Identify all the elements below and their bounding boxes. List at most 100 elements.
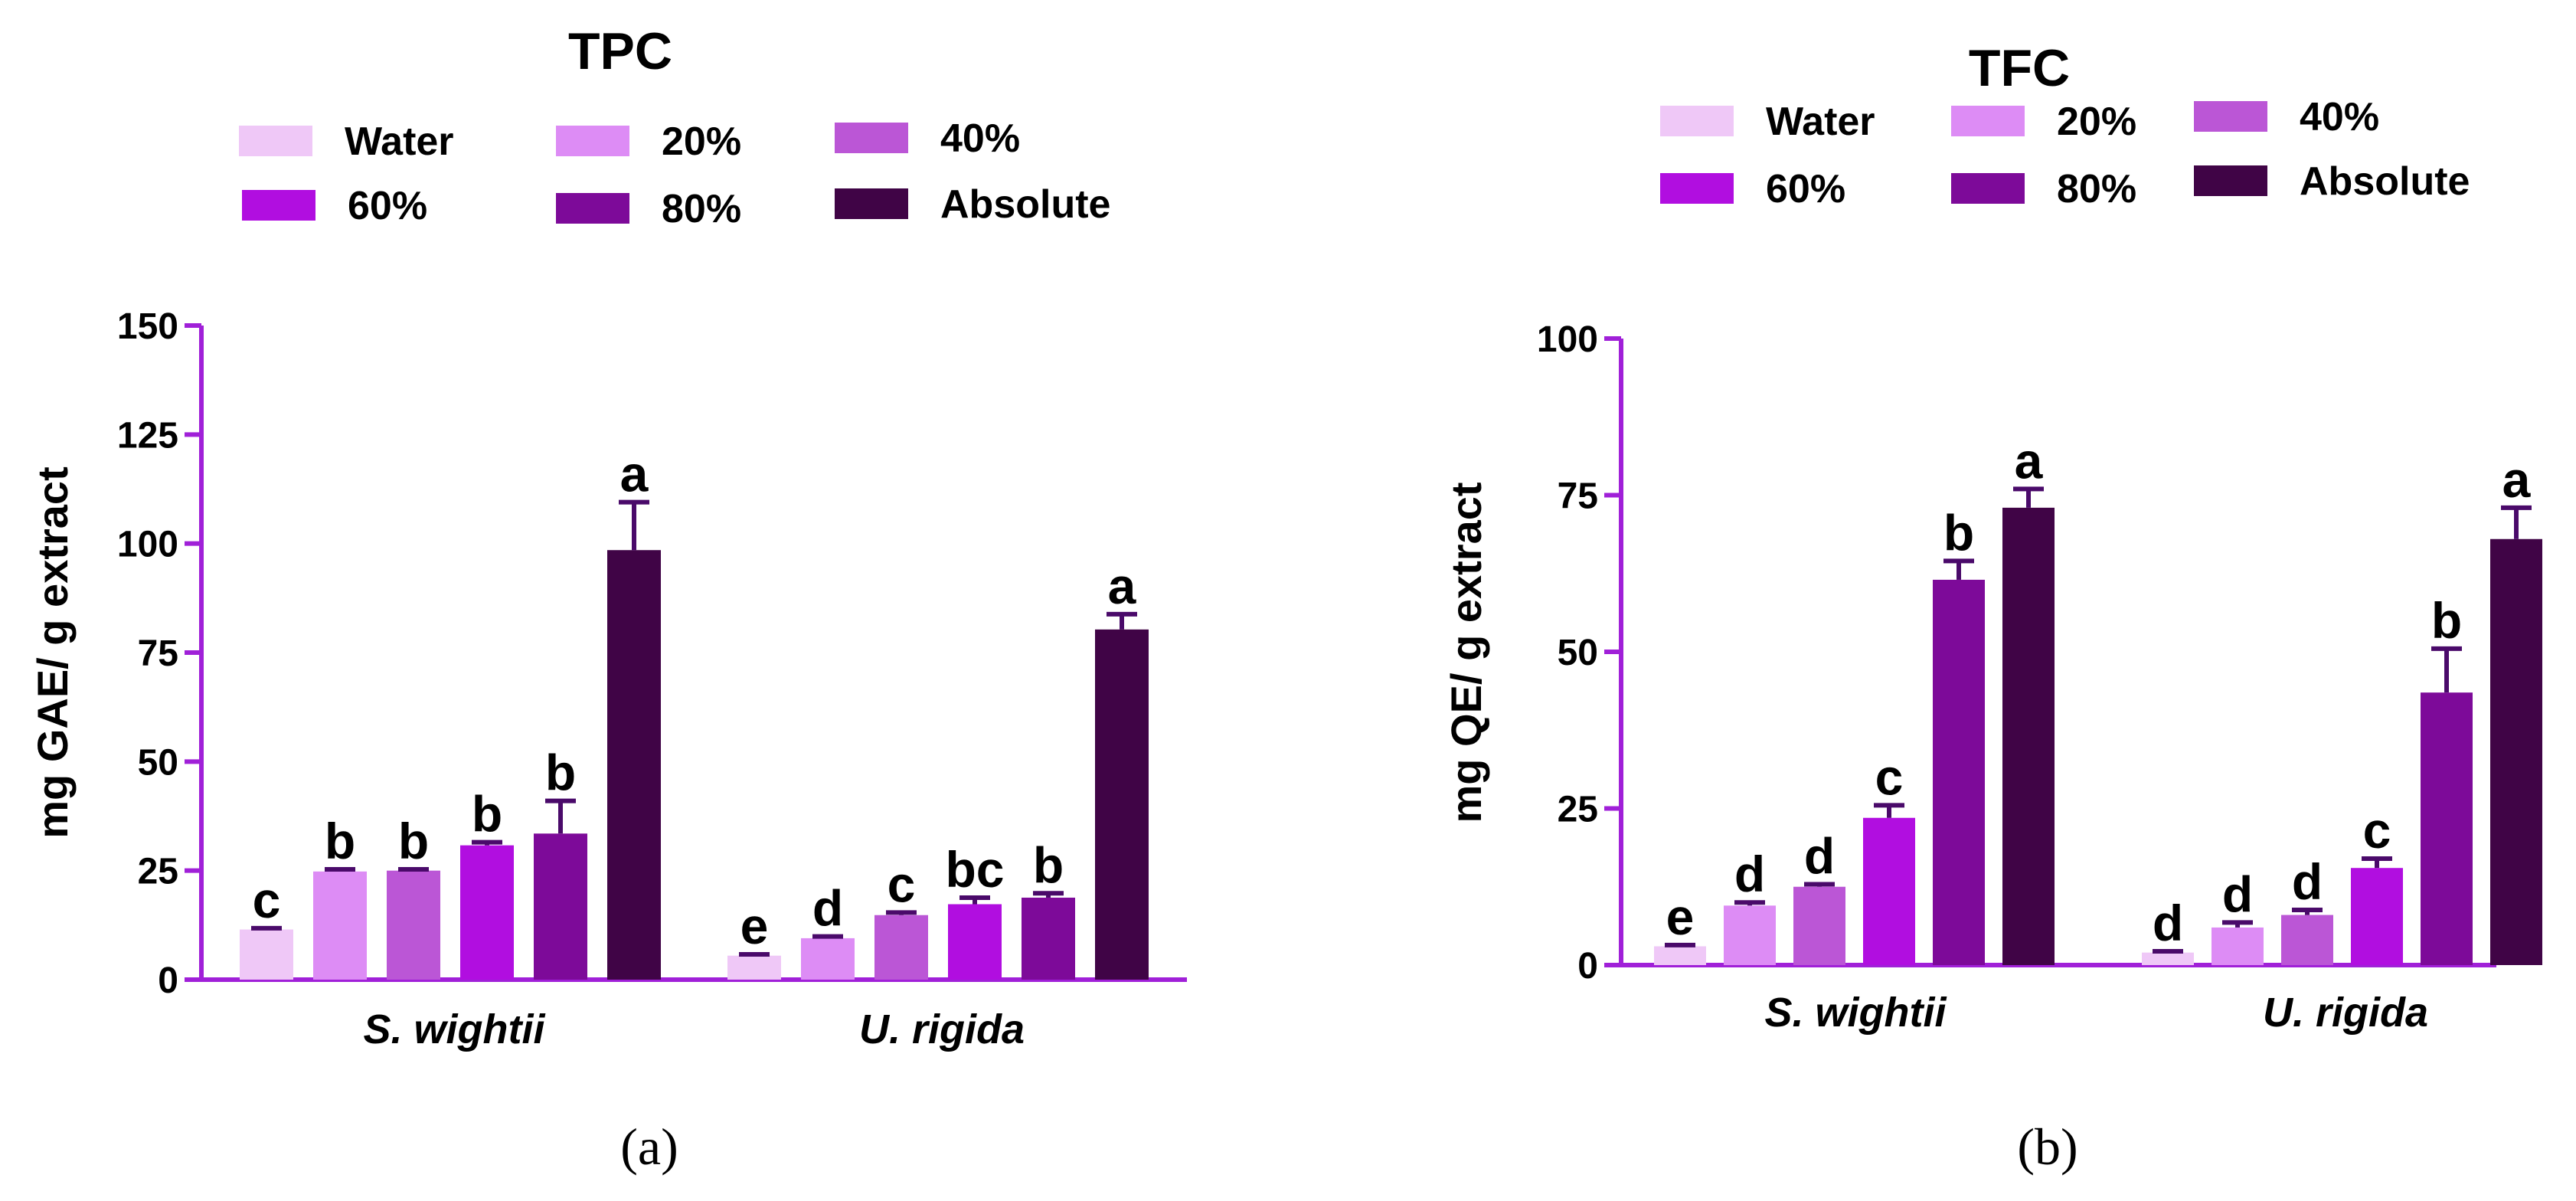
legend-label: 80%: [662, 187, 741, 231]
bar: [1654, 946, 1706, 965]
bar: [1095, 629, 1149, 980]
y-tick-label: 25: [138, 852, 178, 892]
legend-label: Water: [1766, 100, 1875, 144]
legend-item: 60%: [1660, 167, 1845, 211]
legend-item: Water: [239, 119, 454, 164]
significance-letter: d: [812, 880, 843, 937]
y-tick-label: 75: [138, 633, 178, 674]
significance-letter: e: [740, 898, 769, 954]
significance-letter: a: [2502, 451, 2532, 508]
legend-swatch: [556, 193, 629, 224]
y-tick-label: 75: [1558, 476, 1598, 517]
bar: [460, 845, 514, 980]
legend-swatch: [239, 126, 312, 156]
bar: [1793, 886, 1845, 965]
bar: [2281, 915, 2333, 965]
y-tick-label: 100: [117, 525, 178, 565]
significance-letter: c: [253, 872, 281, 928]
bar: [2421, 692, 2473, 965]
significance-letter: a: [2015, 432, 2044, 489]
legend-item: 40%: [2194, 95, 2379, 139]
bar: [801, 938, 855, 980]
bar: [948, 904, 1002, 980]
legend-swatch: [2194, 101, 2267, 132]
significance-letter: b: [398, 813, 429, 869]
chart-panel-tfc: TFC Water 20% 40% 60% 80% Absolute 0 25 50 75 100 mg…: [1442, 39, 2542, 1176]
legend-item: Absolute: [835, 182, 1110, 227]
chart-title: TFC: [1969, 39, 2070, 97]
significance-letter: a: [1108, 558, 1137, 614]
legend-label: 60%: [348, 184, 427, 228]
legend-swatch: [835, 123, 908, 153]
y-tick-label: 150: [117, 306, 178, 347]
panel-label: (b): [2017, 1118, 2077, 1176]
x-category-label: S. wightii: [1765, 990, 1947, 1036]
x-category-label: S. wightii: [364, 1006, 546, 1052]
legend: Water 20% 40% 60% 80% Absolute: [239, 116, 1110, 231]
significance-letter: c: [2363, 802, 2391, 859]
legend-label: 20%: [662, 119, 741, 164]
y-tick-label: 50: [138, 742, 178, 783]
significance-letter: d: [1804, 827, 1835, 884]
legend-swatch: [242, 190, 315, 221]
significance-letter: b: [1943, 504, 1974, 561]
legend-swatch: [1660, 173, 1734, 204]
panel-label: (a): [620, 1118, 678, 1176]
legend-label: 40%: [940, 116, 1020, 161]
chart-title: TPC: [568, 22, 672, 80]
bar: [2212, 927, 2264, 965]
legend-item: 80%: [1951, 167, 2136, 211]
legend-item: 60%: [242, 184, 427, 228]
bar: [727, 955, 781, 980]
x-category-label: U. rigida: [2263, 990, 2428, 1036]
y-tick-label: 0: [158, 960, 178, 1001]
significance-letter: d: [2292, 853, 2323, 910]
bar: [1863, 817, 1915, 965]
significance-letter: b: [472, 786, 502, 843]
bar: [2142, 952, 2194, 965]
legend-label: 20%: [2057, 100, 2136, 144]
legend-label: Absolute: [2300, 159, 2470, 204]
legend-label: Absolute: [940, 182, 1110, 227]
bar: [1724, 905, 1776, 965]
significance-letter: b: [325, 813, 355, 869]
bar: [874, 915, 928, 980]
bar: [313, 871, 367, 980]
y-axis-label: mg QE/ g extract: [1442, 482, 1490, 823]
bar: [2351, 868, 2403, 965]
legend-item: Water: [1660, 100, 1875, 144]
significance-letter: b: [545, 744, 576, 801]
y-tick-label: 125: [117, 415, 178, 456]
legend-label: 60%: [1766, 167, 1845, 211]
y-tick-label: 100: [1537, 319, 1598, 360]
bar: [1933, 579, 1985, 965]
legend: Water 20% 40% 60% 80% Absolute: [1660, 95, 2470, 211]
y-axis-label: mg GAE/ g extract: [28, 466, 77, 838]
legend-item: 80%: [556, 187, 741, 231]
legend-swatch: [1951, 173, 2025, 204]
bar: [2490, 538, 2542, 965]
legend-swatch: [556, 126, 629, 156]
bar: [534, 833, 587, 980]
legend-swatch: [1660, 106, 1734, 136]
legend-item: 40%: [835, 116, 1020, 161]
significance-letter: e: [1666, 888, 1695, 945]
significance-letter: bc: [945, 841, 1004, 898]
bar: [240, 929, 293, 980]
significance-letter: d: [2222, 866, 2253, 922]
legend-label: Water: [345, 119, 454, 164]
bar: [607, 550, 661, 980]
bar: [2002, 507, 2055, 965]
legend-item: 20%: [556, 119, 741, 164]
legend-swatch: [835, 188, 908, 219]
significance-letter: c: [1875, 748, 1904, 805]
bar: [387, 870, 440, 980]
significance-letter: a: [620, 446, 649, 502]
x-category-label: U. rigida: [859, 1006, 1025, 1052]
significance-letter: b: [2431, 592, 2462, 649]
y-tick-label: 25: [1558, 790, 1598, 830]
y-tick-label: 0: [1577, 946, 1598, 987]
legend-item: 20%: [1951, 100, 2136, 144]
significance-letter: d: [2153, 895, 2183, 951]
